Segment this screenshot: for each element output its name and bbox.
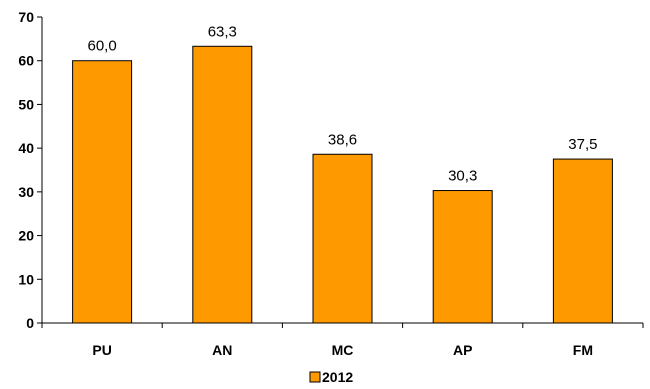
data-label-an: 63,3 bbox=[208, 23, 237, 40]
x-axis: PU AN MC AP FM bbox=[41, 322, 644, 358]
y-tick-label-40: 40 bbox=[18, 140, 34, 156]
legend-label-2012: 2012 bbox=[322, 369, 353, 385]
bar-fm bbox=[552, 158, 613, 324]
legend: 2012 bbox=[309, 369, 353, 385]
bar-an bbox=[192, 45, 253, 324]
y-axis: 0 10 20 30 40 50 60 70 bbox=[18, 9, 43, 331]
data-label-fm: 37,5 bbox=[568, 136, 597, 153]
bars bbox=[72, 45, 613, 324]
y-tick-label-30: 30 bbox=[18, 184, 34, 200]
y-tick-label-60: 60 bbox=[18, 53, 34, 69]
x-category-label-pu: PU bbox=[92, 342, 111, 358]
bar-mc bbox=[312, 153, 373, 324]
data-label-mc: 38,6 bbox=[328, 131, 357, 148]
bar-pu bbox=[72, 60, 133, 324]
y-tick-label-50: 50 bbox=[18, 96, 34, 112]
data-label-ap: 30,3 bbox=[448, 168, 477, 185]
y-tick-label-70: 70 bbox=[18, 9, 34, 25]
y-tick-label-10: 10 bbox=[18, 271, 34, 287]
legend-swatch-2012 bbox=[309, 371, 321, 383]
x-category-label-ap: AP bbox=[453, 342, 472, 358]
y-tick-label-20: 20 bbox=[18, 228, 34, 244]
bar-ap bbox=[432, 190, 493, 324]
data-label-pu: 60,0 bbox=[87, 38, 116, 55]
x-category-label-mc: MC bbox=[332, 342, 354, 358]
y-tick-label-0: 0 bbox=[26, 315, 34, 331]
data-labels: 60,0 63,3 38,6 30,3 37,5 bbox=[87, 23, 597, 184]
x-category-label-fm: FM bbox=[573, 342, 593, 358]
x-category-label-an: AN bbox=[212, 342, 232, 358]
